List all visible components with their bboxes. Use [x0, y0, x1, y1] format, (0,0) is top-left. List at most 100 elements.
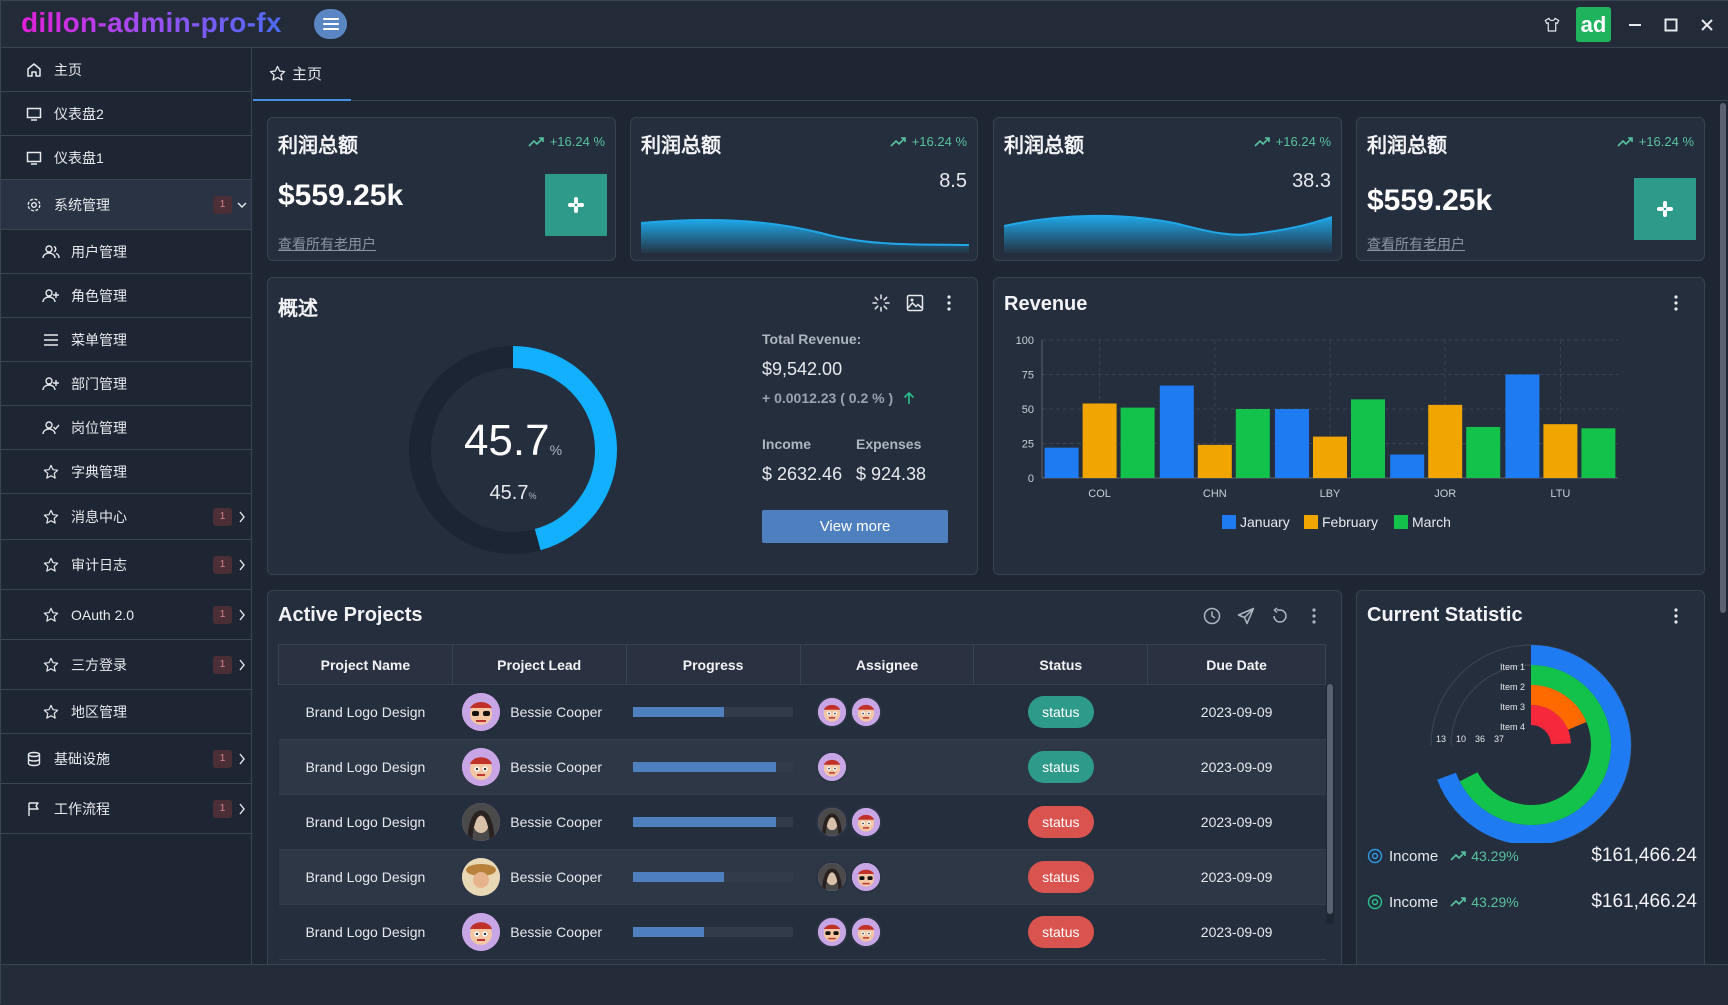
- bar-february-lby: [1313, 436, 1347, 478]
- sidebar-item-third-party[interactable]: 三方登录 1: [1, 640, 251, 690]
- table-row[interactable]: Brand Logo Design Bessie Cooper status 2023…: [278, 849, 1326, 905]
- progress-cell: [626, 904, 801, 960]
- lead-avatar[interactable]: [462, 693, 501, 731]
- assignee-avatar[interactable]: [816, 751, 849, 783]
- view-more-button[interactable]: View more: [762, 510, 948, 543]
- assignee-cell: [800, 794, 974, 850]
- sidebar-item-users[interactable]: 用户管理: [1, 230, 251, 274]
- status-badge[interactable]: status: [1027, 751, 1094, 783]
- column-header[interactable]: Status: [973, 644, 1149, 685]
- column-header[interactable]: Project Lead: [451, 644, 627, 685]
- projects-table: Project Name Project Lead Progress Assig…: [278, 644, 1326, 960]
- user-avatar[interactable]: ad: [1576, 7, 1611, 42]
- sidebar-item-workflow[interactable]: 工作流程 1: [1, 784, 251, 834]
- menu-toggle-button[interactable]: [314, 9, 347, 39]
- trend-indicator: +16.24 %: [528, 134, 605, 149]
- assignee-avatar[interactable]: [850, 806, 883, 838]
- trend-value: +16.24 %: [1638, 134, 1694, 149]
- column-header[interactable]: Progress: [625, 644, 801, 685]
- due-date-cell: 2023-09-09: [1147, 904, 1326, 960]
- sidebar-item-audit[interactable]: 审计日志 1: [1, 540, 251, 590]
- stat-value: 8.5: [939, 170, 967, 192]
- sidebar-item-departments[interactable]: 部门管理: [1, 362, 251, 406]
- history-button[interactable]: [1203, 607, 1221, 625]
- status-badge[interactable]: status: [1027, 861, 1094, 893]
- sidebar-item-home[interactable]: 主页: [1, 48, 251, 92]
- more-options-button[interactable]: [1667, 607, 1685, 625]
- sidebar-item-label: OAuth 2.0: [71, 606, 135, 623]
- assignee-avatar[interactable]: [850, 696, 883, 728]
- column-header[interactable]: Assignee: [799, 644, 975, 685]
- content-scrollbar[interactable]: [1718, 101, 1728, 964]
- window-controls: ad: [1534, 1, 1728, 48]
- assignee-avatar[interactable]: [816, 806, 849, 838]
- sidebar-item-label: 部门管理: [71, 375, 127, 392]
- lead-avatar[interactable]: [462, 748, 501, 786]
- assignee-avatar[interactable]: [816, 696, 849, 728]
- refresh-button[interactable]: [1271, 607, 1289, 625]
- sidebar-item-dictionary[interactable]: 字典管理: [1, 450, 251, 494]
- table-row[interactable]: Brand Logo Design Bessie Cooper status 2023…: [278, 904, 1326, 960]
- gauge-number: 45.7: [463, 416, 550, 465]
- image-button[interactable]: [906, 294, 924, 312]
- theme-shirt-button[interactable]: [1534, 1, 1570, 48]
- trend-value: +16.24 %: [1275, 134, 1331, 149]
- sidebar-item-oauth[interactable]: OAuth 2.0 1: [1, 590, 251, 640]
- status-badge[interactable]: status: [1027, 696, 1094, 728]
- sidebar-item-dashboard1[interactable]: 仪表盘1: [1, 136, 251, 180]
- sidebar-item-positions[interactable]: 岗位管理: [1, 406, 251, 450]
- bar-january-lby: [1275, 409, 1309, 478]
- assignee-cell: [800, 849, 974, 905]
- assignee-avatar[interactable]: [850, 916, 883, 948]
- sidebar-item-menus[interactable]: 菜单管理: [1, 318, 251, 362]
- tab-bar: 主页: [253, 48, 1728, 101]
- more-options-button[interactable]: [1305, 607, 1323, 625]
- trend-value: +16.24 %: [911, 134, 967, 149]
- sidebar-item-dashboard2[interactable]: 仪表盘2: [1, 92, 251, 136]
- assignee-cell: [800, 904, 974, 960]
- assignee-avatar[interactable]: [816, 861, 849, 893]
- column-header[interactable]: Project Name: [278, 644, 453, 685]
- assignee-avatar[interactable]: [850, 861, 883, 893]
- bar-january-chn: [1159, 385, 1194, 478]
- stat-card: 利润总额 +16.24 % $559.25k 查看所有老用户: [267, 117, 616, 261]
- bar-january-jor: [1390, 454, 1425, 478]
- table-scrollbar[interactable]: [1326, 684, 1334, 924]
- sidebar-item-roles[interactable]: 角色管理: [1, 274, 251, 318]
- column-header[interactable]: Due Date: [1147, 644, 1326, 685]
- tab-home[interactable]: 主页: [253, 48, 351, 101]
- minimize-button[interactable]: [1617, 1, 1653, 48]
- more-options-button[interactable]: [1667, 294, 1685, 312]
- progress-cell: [626, 849, 801, 905]
- stat-value: $559.25k: [1367, 184, 1493, 217]
- view-old-users-link[interactable]: 查看所有老用户: [278, 236, 376, 252]
- sidebar-item-messages[interactable]: 消息中心 1: [1, 494, 251, 540]
- sidebar-item-label: 仪表盘2: [54, 105, 104, 122]
- gauge-value: 45.7%: [398, 416, 628, 466]
- legend-swatch: [1394, 515, 1408, 529]
- view-old-users-link[interactable]: 查看所有老用户: [1367, 236, 1465, 252]
- maximize-button[interactable]: [1653, 1, 1689, 48]
- sidebar-item-infrastructure[interactable]: 基础设施 1: [1, 734, 251, 784]
- table-row[interactable]: Brand Logo Design Bessie Cooper status 2023…: [278, 739, 1326, 795]
- status-badge[interactable]: status: [1027, 806, 1094, 838]
- assignee-avatar[interactable]: [816, 916, 849, 948]
- table-scrollbar-thumb[interactable]: [1327, 684, 1333, 914]
- content-scrollbar-thumb[interactable]: [1720, 103, 1726, 613]
- project-name-cell: Brand Logo Design: [278, 904, 453, 960]
- send-button[interactable]: [1237, 607, 1255, 625]
- lead-avatar[interactable]: [462, 913, 501, 951]
- stat-value: 38.3: [1292, 170, 1331, 192]
- sidebar-item-system[interactable]: 系统管理 1: [1, 180, 251, 230]
- status-badge[interactable]: status: [1027, 916, 1094, 948]
- close-button[interactable]: [1689, 1, 1725, 48]
- loading-button[interactable]: [872, 294, 890, 312]
- table-row[interactable]: Brand Logo Design Bessie Cooper status 2023…: [278, 794, 1326, 850]
- table-row[interactable]: Brand Logo Design Bessie Cooper status 2023…: [278, 684, 1326, 740]
- lead-avatar[interactable]: [462, 803, 501, 841]
- more-options-button[interactable]: [940, 294, 958, 312]
- hamburger-icon: [322, 18, 339, 30]
- lead-avatar[interactable]: [462, 858, 501, 896]
- sidebar-item-regions[interactable]: 地区管理: [1, 690, 251, 734]
- current-statistic-card: Current Statistic Item 1 Item 2 Item 3 Item…: [1356, 590, 1705, 964]
